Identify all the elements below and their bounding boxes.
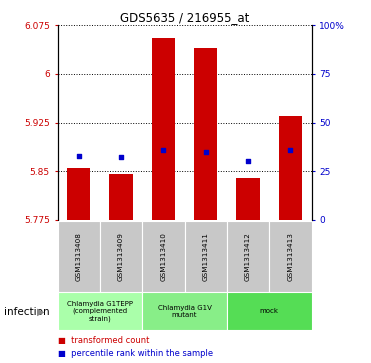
Bar — [269, 221, 312, 292]
Text: infection: infection — [4, 307, 49, 317]
Bar — [236, 178, 260, 220]
Bar — [67, 168, 90, 220]
Point — [203, 149, 209, 155]
Point — [118, 155, 124, 160]
Text: GSM1313412: GSM1313412 — [245, 232, 251, 281]
Bar — [194, 48, 217, 220]
Point — [76, 152, 82, 158]
Text: GSM1313409: GSM1313409 — [118, 232, 124, 281]
Bar — [58, 221, 100, 292]
Text: mock: mock — [260, 308, 279, 314]
Text: ▶: ▶ — [37, 307, 45, 317]
Bar — [227, 221, 269, 292]
Text: GSM1313408: GSM1313408 — [76, 232, 82, 281]
Bar — [100, 221, 142, 292]
Text: ■  transformed count: ■ transformed count — [58, 336, 149, 344]
Bar — [142, 221, 185, 292]
Title: GDS5635 / 216955_at: GDS5635 / 216955_at — [120, 11, 249, 24]
Bar — [227, 292, 312, 330]
Text: Chlamydia G1TEPP
(complemented
strain): Chlamydia G1TEPP (complemented strain) — [67, 301, 133, 322]
Text: ■  percentile rank within the sample: ■ percentile rank within the sample — [58, 350, 213, 358]
Point — [245, 158, 251, 164]
Point — [160, 147, 166, 152]
Text: GSM1313413: GSM1313413 — [288, 232, 293, 281]
Point — [288, 147, 293, 152]
Bar — [109, 174, 133, 220]
Bar — [58, 292, 142, 330]
Text: GSM1313410: GSM1313410 — [160, 232, 167, 281]
Bar — [152, 38, 175, 220]
Bar — [185, 221, 227, 292]
Text: GSM1313411: GSM1313411 — [203, 232, 209, 281]
Text: Chlamydia G1V
mutant: Chlamydia G1V mutant — [158, 305, 211, 318]
Bar — [279, 116, 302, 220]
Bar — [142, 292, 227, 330]
